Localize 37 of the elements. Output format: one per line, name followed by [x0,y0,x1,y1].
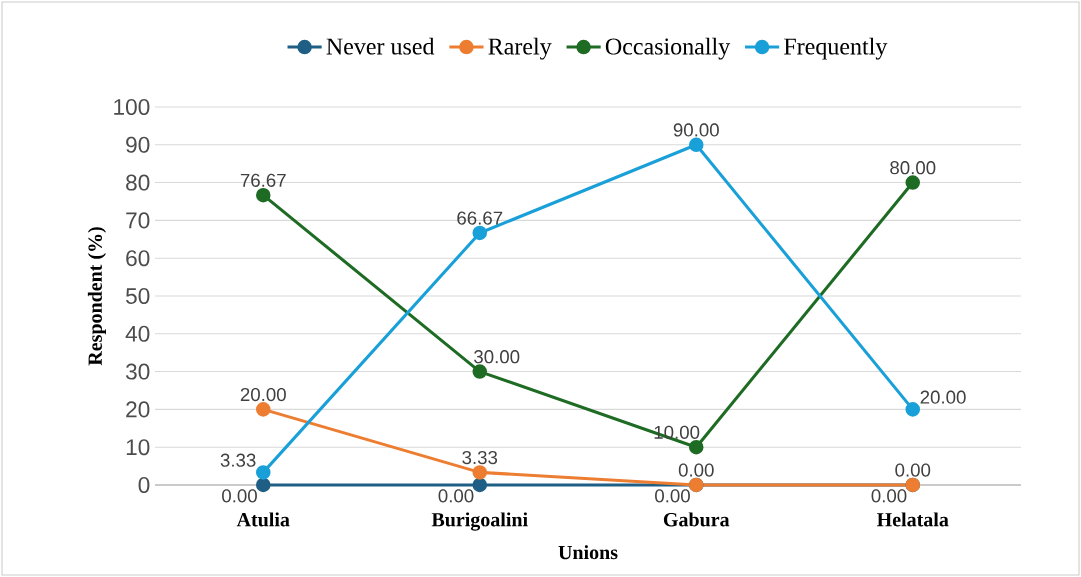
data-label: 0.00 [222,489,257,503]
y-tick-label: 0 [138,476,150,494]
y-tick-label: 90 [126,136,150,153]
data-label: 20.00 [920,390,966,404]
y-tick-label: 100 [114,98,150,116]
data-label: 0.00 [655,489,690,503]
legend-label: Rarely [488,37,552,60]
data-label: 0.00 [678,463,714,477]
y-tick-label: 60 [126,250,150,267]
y-tick-label: 10 [126,439,150,456]
y-tick-label: 40 [125,325,150,342]
y-axis-title: Respondent (%) [87,227,106,366]
x-tick-label: Atulia [236,512,290,527]
y-tick-label: 30 [125,363,150,380]
data-label: 30.00 [474,350,520,364]
legend-label: Frequently [784,37,888,60]
y-tick-label: 50 [125,287,150,305]
x-tick-label: Burigoalini [431,512,528,531]
legend-label: Occasionally [605,37,731,60]
y-tick-label: 70 [126,212,150,229]
data-label: 90.00 [673,123,719,137]
x-tick-label: Gabura [663,512,730,527]
data-label: 3.33 [462,450,498,465]
legend-label: Never used [326,37,435,55]
data-label: 80.00 [890,161,936,175]
y-tick-label: 80 [126,174,150,191]
data-label: 0.00 [895,463,931,477]
data-label: 0.00 [438,489,474,503]
data-label: 20.00 [240,387,286,402]
data-label: 66.67 [457,211,503,225]
data-label: 3.33 [220,453,256,467]
x-axis-title: Unions [558,545,618,560]
x-tick-label: Helatala [876,512,949,527]
y-tick-label: 20 [126,401,150,418]
data-label: 76.67 [240,173,286,187]
data-label: 10.00 [654,425,700,439]
data-label: 0.00 [871,489,907,503]
